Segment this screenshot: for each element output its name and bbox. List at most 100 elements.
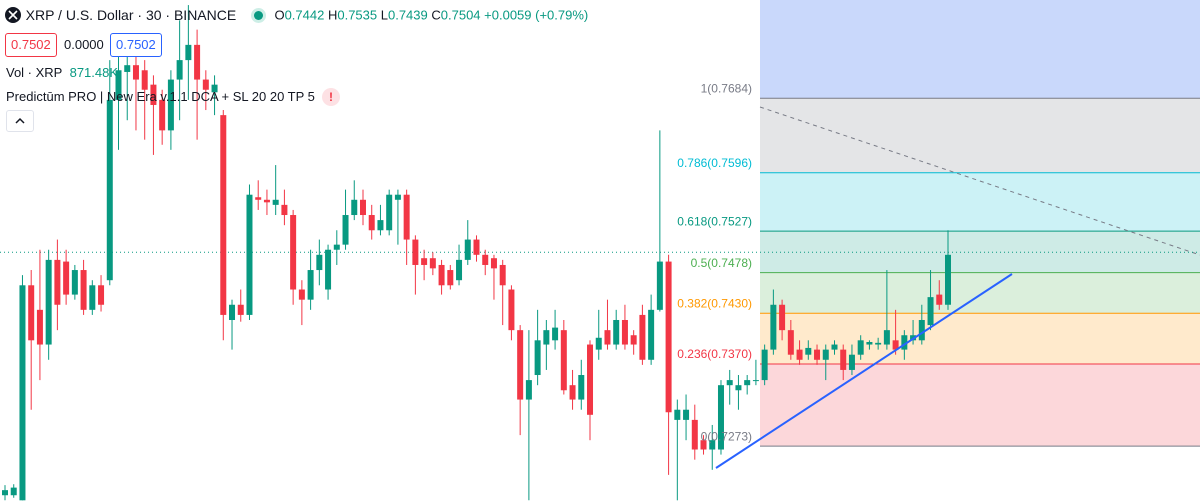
ohlc-change: +0.0059 (+0.79%) [484, 7, 589, 23]
candle-body [89, 285, 96, 310]
candle-body [333, 244, 340, 250]
candle-body [403, 194, 410, 240]
spread: 0.0000 [64, 37, 104, 52]
ohlc-label: O [274, 7, 285, 23]
candle-body [316, 254, 323, 271]
candle-body [298, 289, 305, 300]
warning-icon[interactable]: ! [322, 88, 340, 106]
candle-body [945, 254, 951, 305]
candle-body [307, 270, 314, 300]
candle-body [167, 79, 174, 131]
candle-body [770, 304, 777, 350]
sell-price[interactable]: 0.7502 [5, 33, 57, 57]
candle-body [421, 258, 428, 265]
candle-body [805, 347, 812, 355]
candle-body [613, 319, 620, 345]
fib-label: 0.786(0.7596) [677, 156, 752, 170]
candle-body [700, 440, 707, 450]
candle-body [857, 340, 864, 355]
candle-body [106, 99, 113, 281]
candle-body [80, 270, 87, 310]
candle-body [386, 194, 393, 231]
indicator-legend[interactable]: Predictūm PRO | New Era v.1.1 DCA + SL 2… [6, 89, 315, 104]
candle-body [752, 380, 759, 382]
ohlc-label: L [380, 7, 388, 23]
candle-body [368, 215, 375, 231]
fib-label: 0.382(0.7430) [677, 296, 752, 310]
candle-body [840, 349, 847, 370]
candle-body [473, 239, 480, 255]
candle-body [10, 487, 17, 496]
candle-body [831, 344, 838, 350]
candle-body [220, 115, 227, 315]
candle-body [499, 264, 506, 286]
candle-body [255, 197, 262, 200]
candle-body [464, 239, 471, 260]
candle-body [560, 330, 567, 391]
candle-body [814, 349, 821, 360]
candle-body [604, 330, 611, 345]
candle-body [456, 259, 463, 281]
candle-body [656, 261, 663, 310]
candle-body [683, 409, 690, 420]
fib-zone [760, 172, 1200, 232]
volume-title: Vol · XRP [6, 65, 63, 80]
ohlc-value: 0.7439 [387, 7, 428, 23]
candle-body [517, 330, 524, 400]
candle-body [429, 258, 436, 269]
ohlc: O0.7442 H0.7535 L0.7439 C0.7504 +0.0059 … [274, 8, 588, 23]
ohlc-label: H [327, 7, 338, 23]
candle-body [63, 261, 70, 295]
candle-body [726, 380, 733, 386]
candle-body [377, 220, 384, 231]
candle-body [595, 337, 602, 350]
candle-body [525, 380, 532, 400]
candle-body [578, 375, 585, 400]
candle-body [263, 199, 270, 203]
candle-body [534, 340, 541, 376]
candle-body [342, 215, 349, 245]
candle-body [552, 327, 559, 341]
fib-zone [760, 272, 1200, 314]
trend-line [715, 273, 1013, 469]
candle-body [351, 199, 358, 216]
fib-label: 1(0.7684) [701, 81, 752, 95]
candle-body [71, 270, 78, 295]
fib-zone [760, 313, 1200, 365]
candle-body [272, 199, 279, 205]
candle-body [447, 270, 454, 286]
candle-body [394, 194, 401, 200]
candle-body [735, 385, 742, 391]
fib-label: 0.236(0.7370) [677, 347, 752, 361]
extended-line [759, 106, 1200, 256]
ohlc-value: 0.7442 [284, 7, 325, 23]
candle-body [359, 199, 366, 216]
fib-label: 0(0.7273) [701, 429, 752, 443]
candle-body [28, 285, 35, 341]
legend-row: XRP / U.S. Dollar · 30 · BINANCE O0.7442… [4, 6, 588, 24]
candle-body [709, 440, 716, 450]
candle-body [482, 254, 489, 265]
candle-body [176, 60, 183, 80]
candle-body [54, 259, 61, 305]
candle-body [325, 249, 332, 290]
candle-body [918, 319, 925, 341]
fib-label: 0.5(0.7478) [691, 256, 752, 270]
ohlc-value: 0.7535 [337, 7, 378, 23]
candle-body [779, 304, 786, 331]
candle-body [237, 304, 244, 315]
candle-body [621, 319, 628, 345]
candle-body [115, 70, 122, 100]
candle-body [674, 409, 681, 420]
market-status[interactable] [253, 10, 263, 20]
candle-body [901, 335, 908, 350]
collapse-button[interactable] [6, 110, 34, 132]
fib-zone [760, 364, 1200, 447]
candle-body [665, 261, 672, 413]
candle-body [691, 419, 698, 450]
symbol-title[interactable]: XRP / U.S. Dollar · 30 · BINANCE [25, 7, 237, 23]
buy-price[interactable]: 0.7502 [110, 33, 162, 57]
candle-body [141, 70, 148, 90]
symbol-icon [5, 7, 21, 23]
